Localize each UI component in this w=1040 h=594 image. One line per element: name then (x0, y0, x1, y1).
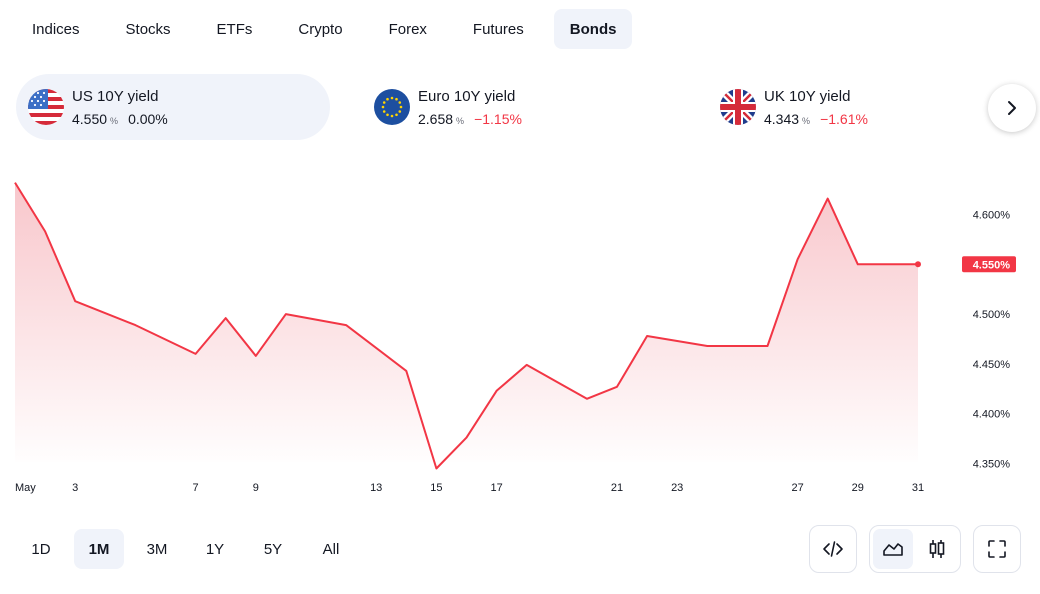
eu-flag-icon (374, 89, 410, 125)
x-tick-label: 27 (791, 482, 803, 494)
card-change: −1.15% (474, 110, 522, 127)
card-name: Euro 10Y yield (418, 87, 516, 105)
y-tick-label: 4.450% (973, 359, 1011, 371)
tab-etfs[interactable]: ETFs (216, 20, 253, 38)
candlestick-icon (929, 540, 945, 558)
card-uk-10y[interactable]: UK 10Y yield 4.343 % −1.61% (708, 74, 1022, 140)
range-1d[interactable]: 1D (31, 540, 51, 558)
x-tick-label: 3 (72, 482, 78, 494)
yield-cards: US 10Y yield 4.550 % 0.00% Euro 10Y yiel… (16, 74, 1016, 140)
card-change: −1.61% (820, 110, 868, 127)
range-all[interactable]: All (322, 540, 340, 558)
card-unit: % (110, 115, 119, 126)
code-icon (823, 541, 843, 557)
y-tick-label: 4.600% (973, 210, 1011, 222)
market-tabs: Indices Stocks ETFs Crypto Forex Futures… (16, 9, 646, 49)
last-value-badge (962, 256, 1016, 273)
x-tick-label: 21 (611, 482, 623, 494)
area-chart-icon (883, 543, 903, 556)
x-tick-label: 13 (370, 482, 382, 494)
chart-style-toggle (869, 525, 961, 573)
series-line (14, 182, 918, 470)
tab-forex[interactable]: Forex (388, 20, 427, 38)
chevron-right-icon (1008, 101, 1016, 115)
uk-flag-icon (720, 89, 756, 125)
x-tick-label: 7 (193, 482, 199, 494)
range-1m[interactable]: 1M (74, 529, 124, 569)
card-unit: % (456, 115, 465, 126)
tab-bonds[interactable]: Bonds (553, 9, 633, 49)
next-cards-button[interactable] (988, 84, 1036, 132)
card-us-10y[interactable]: US 10Y yield 4.550 % 0.00% (16, 74, 330, 140)
card-value: 4.343 (764, 110, 800, 127)
area-style-button[interactable] (873, 529, 913, 569)
card-value: 2.658 (418, 110, 454, 127)
y-tick-label: 4.500% (973, 309, 1011, 321)
card-value: 4.550 (72, 110, 108, 127)
card-change: 0.00% (128, 110, 168, 127)
range-selector: 1D 1M 3M 1Y 5Y All (16, 529, 364, 569)
x-tick-label: 29 (852, 482, 864, 494)
x-tick-label: 31 (912, 482, 924, 494)
x-tick-label: 15 (430, 482, 442, 494)
tab-futures[interactable]: Futures (472, 20, 524, 38)
last-value-label: 4.550% (973, 259, 1011, 271)
card-name: UK 10Y yield (764, 87, 851, 105)
embed-button[interactable] (809, 525, 857, 573)
y-tick-label: 4.400% (973, 409, 1011, 421)
y-tick-label: 4.350% (973, 459, 1011, 471)
tab-stocks[interactable]: Stocks (125, 20, 171, 38)
x-tick-label: 9 (253, 482, 259, 494)
range-3m[interactable]: 3M (146, 540, 168, 558)
range-1y[interactable]: 1Y (205, 540, 225, 558)
tab-indices[interactable]: Indices (32, 20, 80, 38)
x-tick-label: 23 (671, 482, 683, 494)
last-point-marker (915, 261, 921, 268)
fullscreen-icon (988, 540, 1006, 558)
yield-chart: 4.350% 4.400% 4.450% 4.500% 4.600% May 3 7 9 13 1… (14, 182, 1016, 494)
card-unit: % (802, 115, 811, 126)
us-flag-icon (28, 89, 64, 125)
x-tick-label: 17 (490, 482, 502, 494)
x-tick-label: May (15, 482, 36, 494)
area-fill (15, 182, 918, 469)
fullscreen-button[interactable] (973, 525, 1021, 573)
tab-crypto[interactable]: Crypto (298, 20, 343, 38)
card-euro-10y[interactable]: Euro 10Y yield 2.658 % −1.15% (362, 74, 676, 140)
card-name: US 10Y yield (72, 87, 159, 105)
range-5y[interactable]: 5Y (263, 540, 283, 558)
candle-style-button[interactable] (917, 529, 957, 569)
